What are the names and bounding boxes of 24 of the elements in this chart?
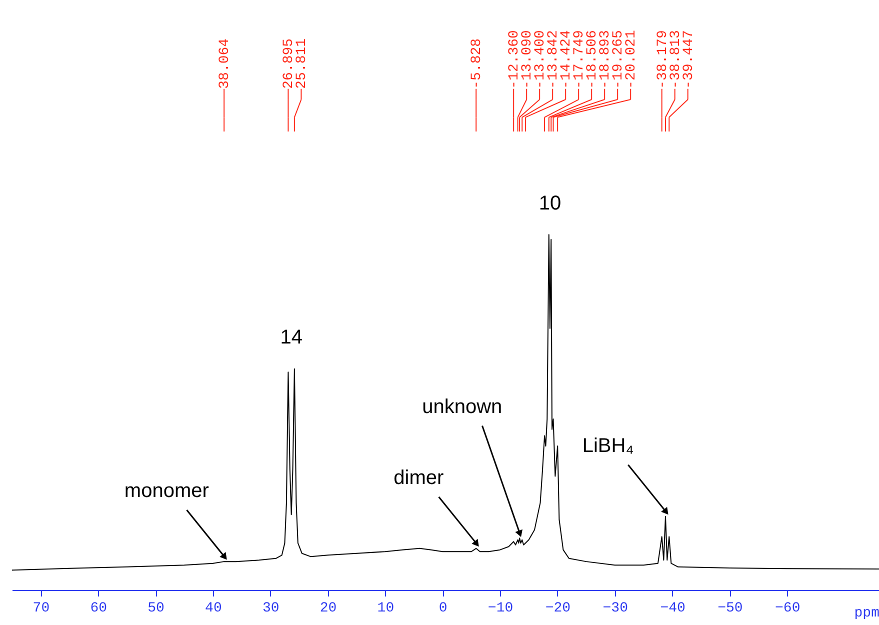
x-tick-label: 70 (32, 600, 50, 616)
x-tick-label: 0 (438, 600, 448, 616)
annotation: 14 (280, 326, 302, 349)
annotation: 38.064 (217, 38, 234, 89)
annotation: 25.811 (294, 38, 310, 89)
x-tick-label: 40 (205, 600, 222, 616)
x-tick-label: 10 (377, 600, 394, 616)
x-tick-label: −60 (775, 600, 800, 616)
x-tick-label: 50 (148, 600, 164, 616)
annotation: LiBH₄ (582, 435, 634, 458)
x-tick-label: −50 (718, 600, 743, 616)
x-tick-label: −20 (545, 600, 571, 616)
x-tick-label: 20 (320, 600, 337, 616)
annotation: 10 (538, 192, 562, 214)
x-tick-label: −30 (602, 600, 628, 616)
x-tick-label: 30 (262, 600, 280, 616)
x-tick-label: −10 (488, 600, 514, 616)
annotation: monomer (124, 480, 210, 502)
annotation: -5.828 (469, 38, 486, 89)
x-tick-label: −40 (660, 600, 686, 616)
annotation: unknown (422, 396, 502, 418)
annotation: dimer (394, 466, 444, 489)
annotation: -20.021 (624, 30, 640, 89)
x-tick-label: 60 (90, 600, 108, 616)
